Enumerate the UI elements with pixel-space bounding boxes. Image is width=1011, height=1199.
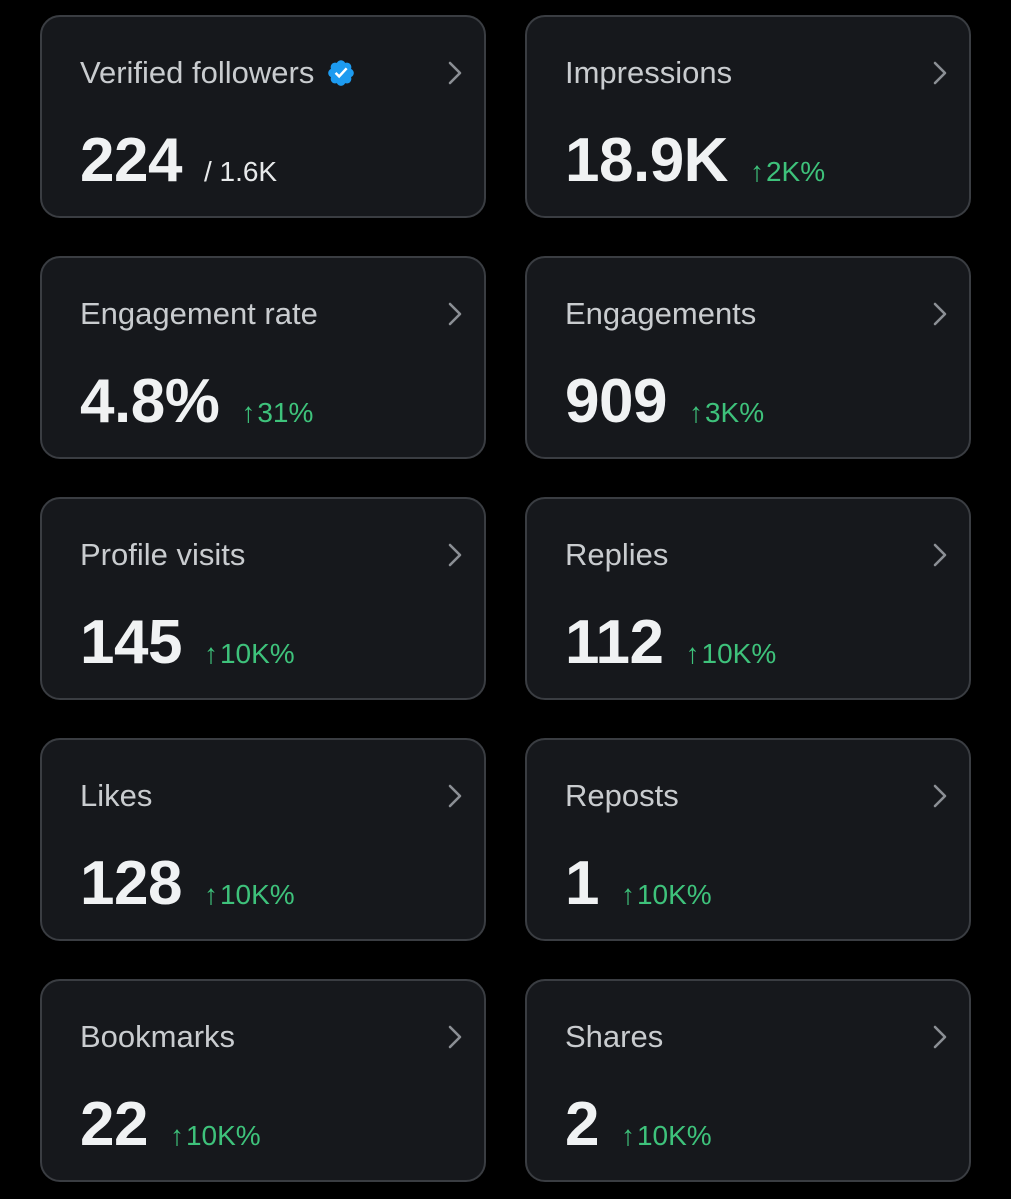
metric-title-label: Impressions [565, 55, 733, 90]
chevron-right-icon [448, 302, 462, 326]
metric-title-label: Shares [565, 1019, 664, 1054]
chevron-right-icon [933, 61, 947, 85]
metric-title: Engagements [565, 296, 756, 332]
metric-title: Bookmarks [80, 1019, 235, 1055]
metric-card-verified-followers[interactable]: Verified followers 224 / 1.6K [40, 15, 486, 218]
arrow-up-icon: ↑ [620, 879, 635, 910]
metric-value-row: 112 ↑ 10K% [565, 607, 776, 679]
chevron-right-icon [933, 784, 947, 808]
chevron-right-icon [448, 543, 462, 567]
metric-value-row: 909 ↑ 3K% [565, 366, 764, 438]
arrow-up-icon: ↑ [203, 879, 218, 910]
chevron-right-icon [448, 1025, 462, 1049]
chevron-right-icon [448, 784, 462, 808]
metric-title-label: Bookmarks [80, 1019, 236, 1054]
metric-value: 2 [565, 1090, 599, 1159]
metric-change-value: 10K% [636, 879, 712, 910]
metric-value-row: 224 / 1.6K [80, 125, 277, 197]
arrow-up-icon: ↑ [749, 156, 764, 187]
metrics-grid: Verified followers 224 / 1.6K Impression… [40, 15, 971, 1182]
arrow-up-icon: ↑ [241, 397, 256, 428]
arrow-up-icon: ↑ [620, 1120, 635, 1151]
metric-change-value: 3K% [704, 397, 765, 428]
metric-title-label: Verified followers [80, 55, 315, 90]
metric-title: Profile visits [80, 537, 245, 573]
chevron-right-icon [933, 302, 947, 326]
metric-value: 909 [565, 367, 667, 436]
metric-title: Shares [565, 1019, 663, 1055]
metric-card-engagement-rate[interactable]: Engagement rate 4.8% ↑ 31% [40, 256, 486, 459]
metric-title-label: Engagements [565, 296, 757, 331]
metric-title: Reposts [565, 778, 679, 814]
metric-change: ↑ 10K% [621, 1120, 712, 1152]
arrow-up-icon: ↑ [685, 638, 700, 669]
metric-change: ↑ 31% [241, 397, 313, 429]
chevron-right-icon [448, 61, 462, 85]
metric-value-row: 18.9K ↑ 2K% [565, 125, 825, 197]
arrow-up-icon: ↑ [203, 638, 218, 669]
metric-value: 128 [80, 849, 182, 918]
metric-title: Replies [565, 537, 668, 573]
metric-change: ↑ 3K% [689, 397, 764, 429]
metric-card-shares[interactable]: Shares 2 ↑ 10K% [525, 979, 971, 1182]
metric-change-value: 31% [257, 397, 314, 428]
metric-title: Engagement rate [80, 296, 318, 332]
metric-change: ↑ 10K% [686, 638, 777, 670]
metric-value: 4.8% [80, 367, 220, 436]
arrow-up-icon: ↑ [688, 397, 703, 428]
metric-title: Verified followers [80, 55, 356, 91]
metric-value: 18.9K [565, 126, 728, 195]
metric-card-replies[interactable]: Replies 112 ↑ 10K% [525, 497, 971, 700]
metric-card-engagements[interactable]: Engagements 909 ↑ 3K% [525, 256, 971, 459]
metric-title-label: Likes [80, 778, 153, 813]
metric-change: ↑ 10K% [204, 879, 295, 911]
metric-value: 112 [565, 608, 664, 677]
metric-title: Likes [80, 778, 152, 814]
metric-change-value: 10K% [219, 638, 295, 669]
metric-title-label: Engagement rate [80, 296, 318, 331]
metric-change-value: 2K% [765, 156, 826, 187]
metric-change: ↑ 10K% [170, 1120, 261, 1152]
metric-card-impressions[interactable]: Impressions 18.9K ↑ 2K% [525, 15, 971, 218]
metric-value-row: 1 ↑ 10K% [565, 848, 712, 920]
metric-title-label: Reposts [565, 778, 679, 813]
metric-value-row: 22 ↑ 10K% [80, 1089, 261, 1161]
metric-change-value: 10K% [701, 638, 777, 669]
metric-change-value: 10K% [185, 1120, 261, 1151]
metric-value-row: 4.8% ↑ 31% [80, 366, 313, 438]
metric-card-bookmarks[interactable]: Bookmarks 22 ↑ 10K% [40, 979, 486, 1182]
metric-change: ↑ 10K% [621, 879, 712, 911]
metric-total: / 1.6K [203, 156, 278, 187]
metric-change: ↑ 10K% [204, 638, 295, 670]
metric-change-value: 10K% [219, 879, 295, 910]
metric-change: ↑ 2K% [750, 156, 825, 188]
verified-badge-icon [326, 58, 356, 88]
chevron-right-icon [933, 543, 947, 567]
metric-title-label: Replies [565, 537, 669, 572]
metric-value-row: 128 ↑ 10K% [80, 848, 295, 920]
metric-change-value: 10K% [636, 1120, 712, 1151]
chevron-right-icon [933, 1025, 947, 1049]
metric-card-likes[interactable]: Likes 128 ↑ 10K% [40, 738, 486, 941]
metric-card-profile-visits[interactable]: Profile visits 145 ↑ 10K% [40, 497, 486, 700]
metric-title: Impressions [565, 55, 732, 91]
metric-value: 145 [80, 608, 182, 677]
metric-value: 224 [80, 126, 182, 195]
metric-value-row: 2 ↑ 10K% [565, 1089, 712, 1161]
metric-value: 22 [80, 1090, 148, 1159]
metric-title-label: Profile visits [80, 537, 246, 572]
metric-value-row: 145 ↑ 10K% [80, 607, 295, 679]
metric-card-reposts[interactable]: Reposts 1 ↑ 10K% [525, 738, 971, 941]
arrow-up-icon: ↑ [169, 1120, 184, 1151]
metric-value: 1 [565, 849, 599, 918]
